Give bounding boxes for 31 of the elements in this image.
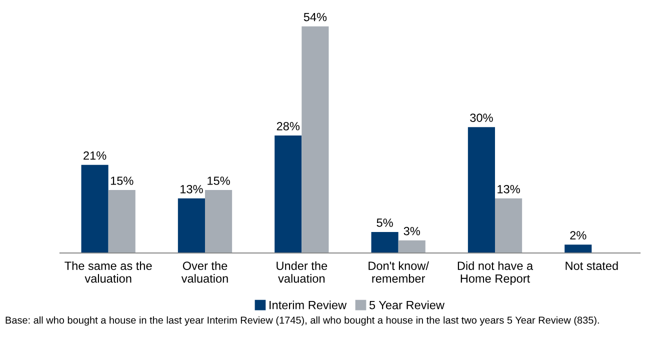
bar [371, 232, 398, 253]
data-label: 28% [276, 122, 300, 130]
bar [205, 190, 232, 253]
x-tick-label: The same as the valuation [64, 261, 152, 283]
bar [178, 198, 205, 253]
data-label: 13% [180, 184, 203, 194]
bar [302, 26, 329, 253]
bar [564, 244, 592, 253]
bar [468, 127, 495, 253]
legend-label: 5 Year Review [369, 300, 445, 310]
data-label: 21% [84, 151, 106, 160]
data-label: 15% [208, 176, 230, 185]
data-label: 5% [376, 218, 393, 227]
bar [274, 135, 302, 253]
x-tick-label: Did not have a Home Report [458, 261, 534, 286]
data-label: 3% [404, 226, 420, 236]
bar [398, 240, 426, 253]
x-tick-label: Under the valuation [276, 261, 328, 283]
bar [108, 190, 136, 253]
bar [81, 164, 108, 253]
data-label: 30% [470, 114, 493, 122]
text: Base: all who bought a house in the last year Interim Review (1745), all who bought a house in the last two years 5 Year Review (835). [6, 316, 599, 326]
data-label: 13% [498, 184, 520, 194]
data-label: 15% [110, 176, 134, 185]
bar [495, 198, 522, 253]
data-label: 2% [570, 231, 586, 240]
data-label: 54% [304, 12, 327, 22]
x-tick-label: Don't know/ remember [368, 261, 429, 283]
x-tick-label: Not stated [566, 261, 618, 270]
legend-label: Interim Review [270, 300, 347, 310]
x-tick-label: Over the valuation [181, 261, 228, 283]
